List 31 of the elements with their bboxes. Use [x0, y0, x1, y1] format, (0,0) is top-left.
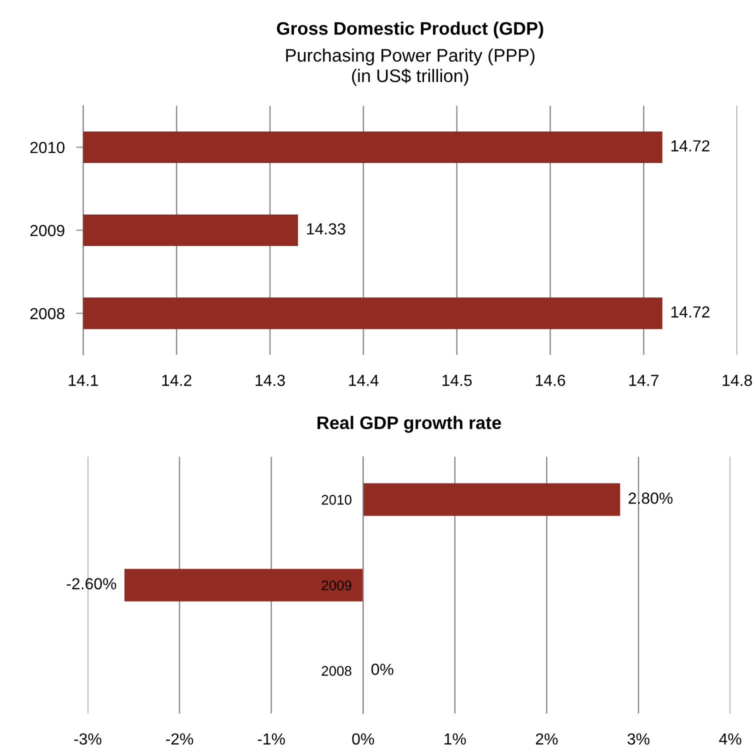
x-tick-label: -1% [258, 733, 285, 745]
x-tick-label: 0% [352, 733, 374, 745]
data-label: 2.80% [628, 492, 673, 504]
x-tick-label: 14.6 [536, 374, 566, 386]
y-tick-label: 2010 [322, 494, 352, 505]
x-tick-label: 1% [444, 733, 466, 745]
x-tick-label: 2% [536, 733, 558, 745]
x-tick-label: 14.2 [162, 374, 192, 386]
y-tick-label: 2008 [322, 666, 352, 676]
chart-title: Gross Domestic Product (GDP) [276, 22, 544, 38]
x-tick-label: -3% [74, 733, 102, 745]
chart-subtitle: Purchasing Power Parity (PPP) (in US$ trillion) [286, 48, 534, 86]
x-tick-label: 14.5 [442, 374, 472, 386]
x-tick-label: 14.3 [256, 374, 285, 386]
x-tick-label: 14.1 [68, 374, 98, 386]
y-tick-label: 2008 [30, 308, 64, 320]
x-tick-label: 14.7 [629, 374, 658, 386]
x-tick-label: 14.4 [349, 374, 378, 386]
data-label: -2.60% [66, 578, 116, 590]
x-tick-label: 4% [719, 733, 742, 745]
data-label: 14.72 [671, 140, 710, 152]
x-tick-label: -2% [166, 733, 194, 745]
chart-title: Real GDP growth rate [318, 416, 502, 433]
x-tick-label: 14.8 [722, 374, 752, 386]
data-label: 14.72 [671, 306, 710, 318]
x-tick-label: 3% [628, 733, 650, 745]
y-tick-label: 2009 [322, 580, 352, 590]
data-label: 14.33 [307, 223, 346, 235]
y-tick-label: 2010 [30, 142, 64, 154]
data-label: 0% [371, 664, 394, 675]
y-tick-label: 2009 [30, 224, 64, 236]
